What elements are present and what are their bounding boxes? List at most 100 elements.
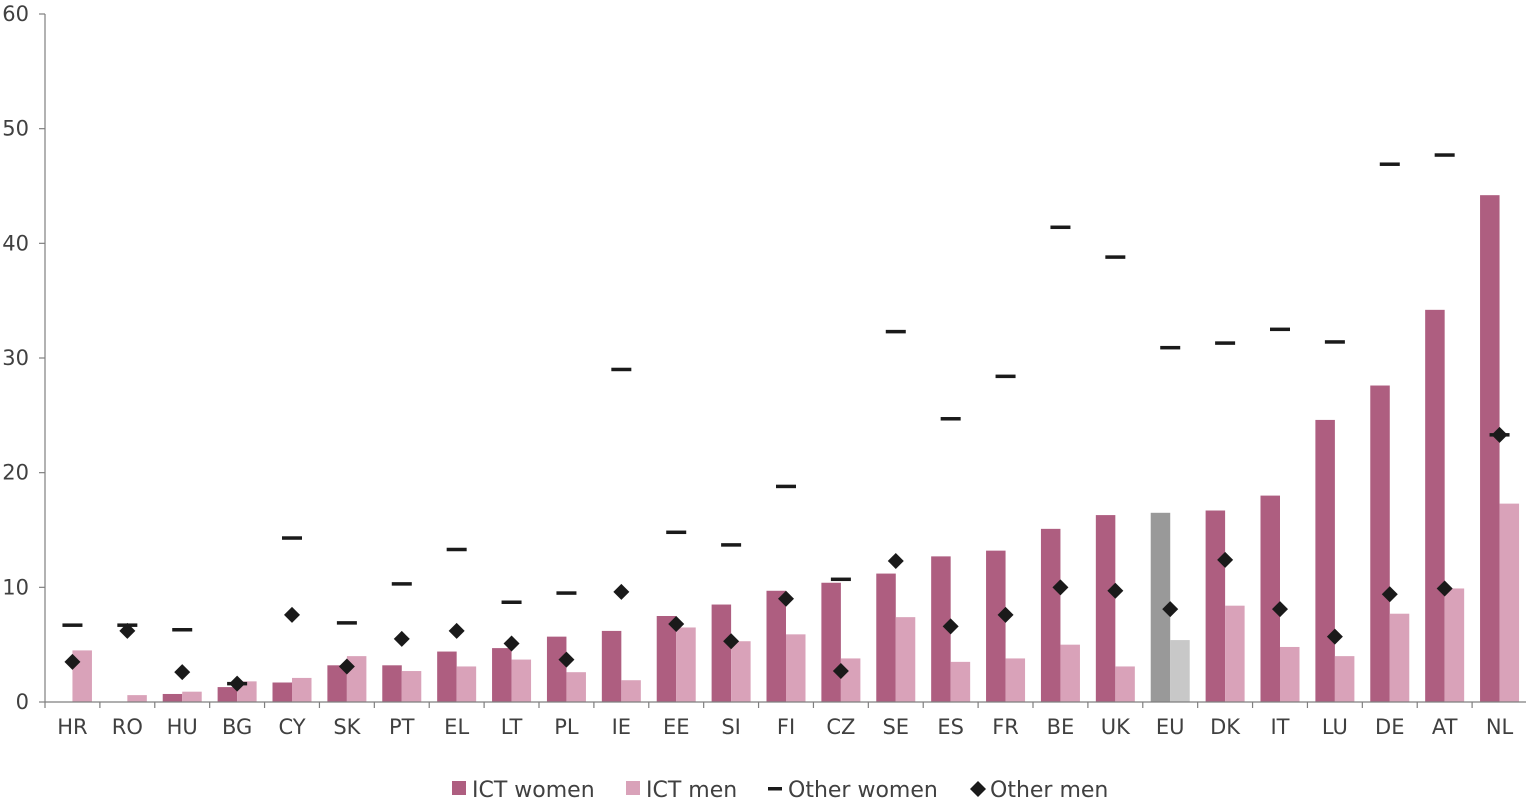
bar-ict-women-fr: [986, 550, 1006, 702]
x-tick-label-el: EL: [444, 715, 469, 739]
bar-ict-men-hu: [182, 691, 202, 702]
x-tick-label-cz: CZ: [826, 715, 855, 739]
bar-ict-men-lu: [1334, 656, 1355, 702]
bar-ict-women-de: [1370, 385, 1390, 702]
marker-other-men-ee: [668, 616, 685, 633]
legend: ICT women ICT men Other women Other men: [452, 778, 1108, 803]
bar-ict-women-es: [931, 556, 951, 702]
marker-other-women-it: [1270, 327, 1290, 332]
marker-other-women-pl: [556, 591, 577, 595]
marker-other-men-nl: [1491, 426, 1508, 443]
marker-other-men-cy: [284, 606, 300, 623]
bar-ict-women-lu: [1315, 419, 1335, 702]
marker-other-men-be: [1052, 579, 1069, 596]
marker-other-men-pl: [558, 651, 575, 668]
bar-ict-men-cy: [292, 677, 312, 702]
bar-ict-men-ee: [676, 627, 696, 702]
x-tick-label-fi: FI: [777, 715, 795, 739]
bar-ict-women-bg: [217, 687, 238, 702]
x-axis: HR RO HU BG CY SK PT EL LT PL IE EE SI FI CZ SE ES FR BE UK…: [44, 701, 1526, 739]
marker-other-women-cz: [830, 577, 851, 582]
marker-other-women-de: [1379, 162, 1400, 166]
bar-ict-women-pt: [382, 665, 402, 702]
bar-ict-men-it: [1280, 646, 1300, 702]
marker-other-men-ro: [119, 622, 136, 639]
marker-other-men-ie: [613, 583, 630, 600]
marker-other-men-at: [1436, 580, 1453, 597]
legend-label-other-men: Other men: [990, 778, 1108, 803]
bar-ict-men-ie: [621, 680, 641, 702]
x-tick-label-bg: BG: [222, 715, 252, 739]
marker-other-women-es: [940, 417, 961, 421]
x-tick-label-lt: LT: [501, 715, 523, 739]
marker-other-men-es: [942, 618, 959, 635]
bar-ict-women-cz: [821, 582, 841, 702]
bar-ict-women-se: [876, 573, 896, 702]
bar-ict-women-ie: [601, 630, 622, 702]
marker-other-men-uk: [1107, 582, 1124, 599]
marker-other-women-lt: [501, 600, 522, 604]
bar-ict-men-uk: [1115, 666, 1135, 702]
bar-ict-women-sk: [327, 665, 347, 702]
x-tick-label-es: ES: [937, 715, 964, 739]
bar-ict-women-cy: [272, 682, 292, 702]
y-axis: 0 10 20 30 40 50 60: [2, 2, 46, 714]
bar-ict-women-lt: [492, 648, 512, 702]
marker-other-women-be: [1050, 225, 1071, 230]
bar-ict-men-si: [731, 641, 751, 702]
bar-ict-men-fr: [1005, 658, 1026, 702]
bar-ict-men-se: [895, 617, 916, 702]
bar-ict-women-uk: [1095, 515, 1116, 702]
bar-ict-women-ee: [656, 616, 677, 702]
marker-other-women-se: [885, 329, 906, 334]
marker-other-men-de: [1381, 586, 1398, 603]
marker-other-women-ee: [666, 530, 687, 535]
marker-other-men-cz: [832, 663, 849, 680]
legend-swatch-ict-women: [452, 781, 466, 795]
bar-ict-men-eu: [1170, 640, 1190, 702]
legend-label-ict-men: ICT men: [646, 778, 737, 803]
bar-ict-women-dk: [1205, 510, 1226, 702]
x-tick-label-be: BE: [1047, 715, 1075, 739]
x-tick-label-fr: FR: [992, 715, 1019, 739]
y-tick-label: 40: [2, 231, 29, 255]
x-tick-label-sk: SK: [333, 715, 361, 739]
legend-label-other-women: Other women: [788, 778, 938, 803]
bar-ict-women-it: [1260, 495, 1280, 702]
marker-other-women-lu: [1324, 340, 1345, 344]
x-tick-label-ro: RO: [112, 715, 143, 739]
marker-other-women-at: [1434, 153, 1455, 157]
marker-other-men-hu: [174, 664, 191, 681]
bar-ict-men-pt: [401, 671, 422, 702]
plot-area: [62, 153, 1520, 702]
marker-other-women-el: [446, 547, 467, 552]
bar-ict-men-el: [456, 666, 477, 702]
x-tick-label-it: IT: [1270, 715, 1289, 739]
y-tick-label: 10: [2, 575, 29, 599]
bar-ict-men-cz: [840, 658, 861, 702]
x-tick-label-se: SE: [882, 715, 909, 739]
x-tick-label-dk: DK: [1210, 715, 1241, 739]
bar-ict-women-pl: [546, 636, 567, 702]
bar-ict-women-be: [1040, 528, 1061, 702]
marker-other-women-dk: [1215, 341, 1236, 345]
marker-other-men-sk: [338, 658, 355, 675]
bar-ict-women-fi: [766, 590, 786, 702]
marker-other-men-eu: [1162, 601, 1179, 618]
x-tick-label-pl: PL: [554, 715, 579, 739]
marker-other-women-hr: [62, 623, 83, 627]
x-tick-label-si: SI: [721, 715, 741, 739]
x-tick-label-hu: HU: [167, 715, 198, 739]
bar-ict-men-fi: [786, 634, 806, 702]
marker-other-women-cy: [282, 536, 302, 540]
marker-other-men-el: [448, 622, 465, 639]
marker-other-women-pt: [391, 582, 412, 586]
bar-ict-men-de: [1389, 613, 1410, 702]
y-tick-label: 0: [16, 690, 29, 714]
x-tick-label-ie: IE: [612, 715, 631, 739]
marker-other-men-hr: [64, 653, 81, 670]
marker-other-women-eu: [1160, 345, 1181, 350]
bar-ict-men-lt: [511, 659, 532, 702]
x-tick-label-eu: EU: [1156, 715, 1185, 739]
